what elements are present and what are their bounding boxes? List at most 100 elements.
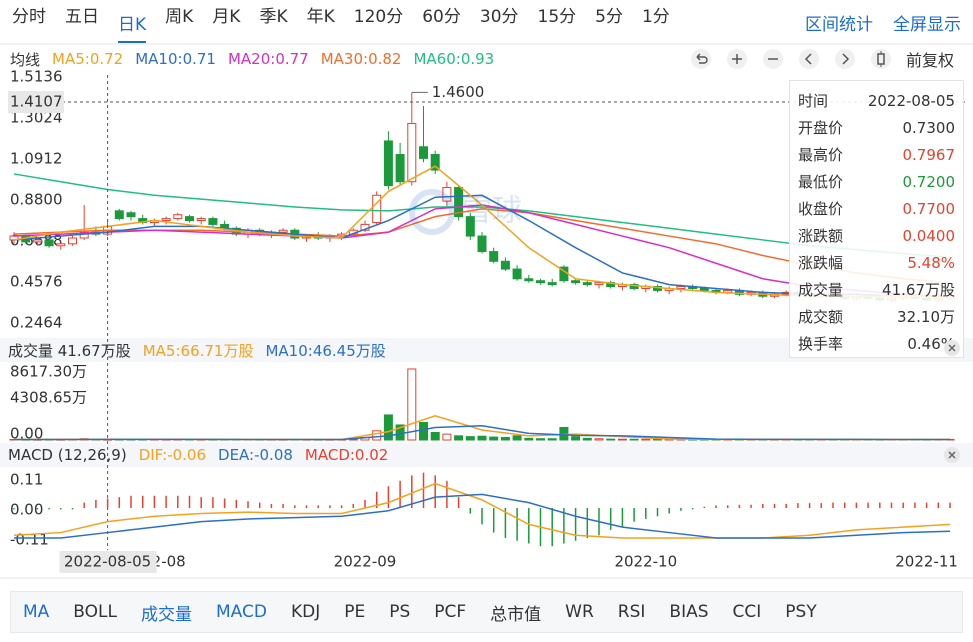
candle-body (32, 239, 42, 243)
adjust-mode[interactable]: 前复权 (906, 51, 955, 70)
period-tab[interactable]: 分时 (12, 6, 46, 27)
candle-body (185, 216, 194, 222)
tooltip-close[interactable] (943, 339, 961, 357)
y-tick-label: 1.5136 (10, 68, 63, 86)
tooltip-label: 换手率 (798, 335, 844, 353)
indicator-tabs: MA BOLL 成交量 MACD KDJ PE PS PCF 总市值 WR RSI BIAS CCI PS… (10, 591, 963, 633)
period-tab[interactable]: 30分 (479, 6, 519, 27)
y-tick-label: 0.11 (10, 471, 43, 489)
period-tab[interactable]: 月K (212, 6, 241, 27)
candle-body (56, 243, 66, 247)
period-tab[interactable]: 5分 (595, 6, 623, 27)
indicator-tab[interactable]: PCF (434, 602, 467, 622)
indicator-tab[interactable]: 成交量 (140, 604, 192, 625)
toolbar-action[interactable]: 区间统计 (805, 14, 873, 35)
period-toolbar: 分时 五日 日K 周K 月K 季K 年K 120分 60分 30分 15分 5分 1分 区间统计 全屏显示 (0, 0, 973, 44)
undo-button[interactable] (690, 48, 712, 70)
candle-body (126, 212, 136, 218)
candle-body (395, 154, 405, 183)
legend-item: MACD (12,26,9) (8, 446, 127, 464)
indicator-tab[interactable]: RSI (617, 602, 646, 622)
tooltip-row: 开盘价 0.7300 (798, 114, 955, 141)
indicator-tab[interactable]: MA (23, 602, 50, 622)
indicator-tab[interactable]: CCI (732, 602, 762, 622)
indicator-tab[interactable]: PE (344, 602, 366, 622)
candle-body (114, 210, 124, 220)
legend-item: MA10:0.71 (135, 50, 216, 68)
tooltip-row: 涨跌额 0.0400 (798, 222, 955, 249)
tooltip-label: 收盘价 (798, 200, 844, 218)
volume-bar (372, 430, 382, 441)
candle-body (173, 214, 183, 220)
indicator-tab[interactable]: PSY (785, 602, 817, 622)
period-tab[interactable]: 年K (306, 6, 335, 27)
zoom-in-button[interactable] (726, 48, 748, 70)
indicator-tab[interactable]: KDJ (290, 602, 321, 622)
indicator-tab[interactable]: WR (565, 602, 594, 622)
crosshair-y-label: 1.4107 (10, 92, 63, 110)
legend-item: DIF:-0.06 (138, 446, 207, 464)
volume-bar (524, 437, 534, 441)
volume-bar (348, 438, 358, 441)
tooltip-row: 收盘价 0.7700 (798, 195, 955, 222)
indicator-tab[interactable]: BIAS (669, 602, 709, 622)
indicator-line (13, 425, 951, 441)
volume-legend: 成交量 41.67万股 MA5:66.71万股 MA10:46.45万股 (0, 338, 973, 362)
period-tab[interactable]: 季K (259, 6, 288, 27)
volume-bar (536, 438, 545, 441)
x-tick-label: 2022-11 (895, 553, 958, 571)
tooltip-value: 2022-08-05 (867, 91, 955, 110)
next-button[interactable] (834, 48, 856, 70)
y-tick-label: 8617.30万 (10, 363, 87, 381)
volume-bar (383, 414, 393, 441)
ma-legend: 均线 MA5:0.72 MA10:0.71 MA20:0.77 MA30:0.82 MA6… (0, 46, 973, 72)
macd-close[interactable] (943, 446, 961, 464)
indicator-tab[interactable]: MACD (215, 602, 267, 622)
tooltip-row: 成交额 32.10万 (798, 303, 955, 330)
toolbar-action[interactable]: 全屏显示 (893, 14, 961, 35)
period-tabs: 分时 五日 日K 周K 月K 季K 年K 120分 60分 30分 15分 5分 1分 (0, 2, 805, 43)
legend-item: MA10:46.45万股 (265, 341, 386, 360)
tooltip-label: 最低价 (798, 173, 844, 191)
volume-bar (430, 431, 440, 441)
volume-bar (617, 438, 627, 441)
candle-body (68, 237, 77, 245)
candle-body (465, 216, 475, 237)
macd-legend-bg (0, 443, 973, 467)
candle-body (442, 187, 452, 202)
volume-bar (477, 435, 487, 441)
indicator-tab[interactable]: PS (389, 602, 411, 622)
period-tab[interactable]: 1分 (641, 6, 670, 27)
period-tab[interactable]: 60分 (422, 6, 461, 27)
period-tab[interactable]: 120分 (353, 6, 404, 27)
indicator-line (13, 482, 951, 539)
tooltip-label: 最高价 (798, 146, 844, 164)
candle-body (208, 218, 218, 225)
candle-body (512, 268, 522, 280)
tooltip: 时间 2022-08-05 开盘价 0.7300 最高价 0.7967 最低价 0.7200 收… (789, 80, 964, 358)
period-tab[interactable]: 日K (118, 10, 147, 43)
tooltip-value: 41.67万股 (882, 281, 955, 299)
tooltip-value: 0.7200 (902, 172, 956, 191)
chart-tools: 前复权 (690, 46, 970, 72)
candle-body (419, 146, 428, 159)
candle-body (676, 286, 686, 289)
indicator-tab[interactable]: BOLL (73, 602, 117, 622)
volume-bar (407, 368, 417, 441)
tooltip-value: 0.7967 (902, 145, 956, 164)
period-tab[interactable]: 五日 (65, 6, 99, 27)
candle-style-button[interactable] (870, 48, 892, 70)
indicator-tab[interactable]: 总市值 (490, 604, 542, 625)
prev-button[interactable] (798, 48, 820, 70)
zoom-out-button[interactable] (762, 48, 784, 70)
tooltip-label: 成交量 (798, 281, 844, 299)
tooltip-value: 32.10万 (897, 308, 955, 326)
period-tab[interactable]: 15分 (537, 6, 577, 27)
period-tab[interactable]: 周K (165, 6, 194, 27)
y-tick-label: 1.0912 (10, 150, 63, 168)
legend-item: 均线 (10, 50, 41, 69)
tooltip-label: 开盘价 (798, 119, 844, 137)
candle-body (489, 251, 499, 262)
